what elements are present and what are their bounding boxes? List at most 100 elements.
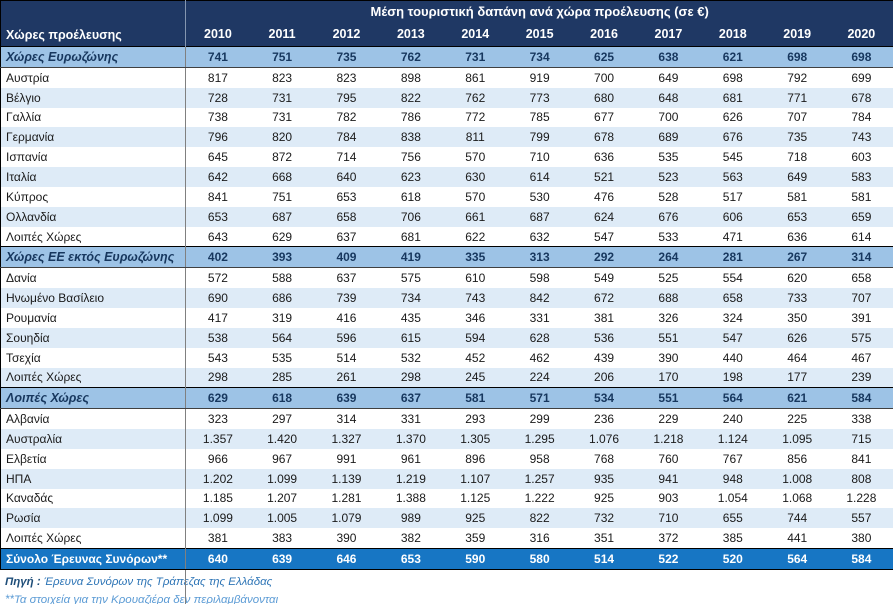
cell-value[interactable]: 462	[507, 347, 572, 368]
cell-value[interactable]: 1.202	[185, 468, 250, 489]
cell-value[interactable]: 731	[249, 107, 315, 128]
cell-value[interactable]: 856	[765, 448, 830, 469]
cell-value[interactable]: 416	[314, 307, 379, 328]
cell-value[interactable]: 522	[636, 548, 701, 570]
cell-value[interactable]: 714	[314, 147, 379, 168]
cell-value[interactable]: 623	[378, 167, 444, 187]
cell-value[interactable]: 538	[185, 327, 250, 348]
cell-value[interactable]: 630	[443, 167, 508, 187]
cell-value[interactable]: 603	[829, 147, 893, 168]
year-header[interactable]: 2014	[443, 22, 508, 47]
cell-value[interactable]: 822	[378, 87, 444, 108]
cell-value[interactable]: 177	[765, 367, 830, 388]
cell-value[interactable]: 1.420	[249, 429, 315, 449]
cell-value[interactable]: 649	[636, 67, 701, 88]
row-label[interactable]: Ιταλία	[0, 167, 186, 187]
cell-value[interactable]: 338	[829, 408, 893, 430]
cell-value[interactable]: 795	[314, 87, 379, 108]
cell-value[interactable]: 545	[700, 147, 766, 168]
row-label[interactable]: Ισπανία	[0, 147, 186, 168]
cell-value[interactable]: 1.218	[636, 429, 701, 449]
cell-value[interactable]: 919	[507, 67, 572, 88]
cell-value[interactable]: 668	[249, 167, 315, 187]
cell-value[interactable]: 1.219	[378, 468, 444, 489]
cell-value[interactable]: 760	[636, 448, 701, 469]
cell-value[interactable]: 640	[314, 167, 379, 187]
cell-value[interactable]: 861	[443, 67, 508, 88]
cell-value[interactable]: 1.207	[249, 488, 315, 509]
cell-value[interactable]: 690	[185, 288, 250, 308]
cell-value[interactable]: 281	[700, 246, 766, 269]
row-label[interactable]: Λοιπές Χώρες	[0, 226, 186, 247]
cell-value[interactable]: 1.222	[507, 488, 572, 509]
cell-value[interactable]: 514	[314, 347, 379, 368]
cell-value[interactable]: 606	[700, 206, 766, 227]
cell-value[interactable]: 236	[571, 408, 637, 430]
cell-value[interactable]: 751	[249, 46, 315, 68]
cell-value[interactable]: 728	[185, 87, 250, 108]
row-label[interactable]: Ελβετία	[0, 448, 186, 469]
cell-value[interactable]: 625	[571, 46, 637, 68]
cell-value[interactable]: 1.305	[443, 429, 508, 449]
cell-value[interactable]: 523	[636, 167, 701, 187]
cell-value[interactable]: 872	[249, 147, 315, 168]
cell-value[interactable]: 817	[185, 67, 250, 88]
cell-value[interactable]: 297	[249, 408, 315, 430]
cell-value[interactable]: 331	[507, 307, 572, 328]
cell-value[interactable]: 687	[507, 206, 572, 227]
cell-value[interactable]: 240	[700, 408, 766, 430]
cell-value[interactable]: 677	[571, 107, 637, 128]
cell-value[interactable]: 350	[765, 307, 830, 328]
cell-value[interactable]: 698	[700, 67, 766, 88]
cell-value[interactable]: 653	[765, 206, 830, 227]
cell-value[interactable]: 346	[443, 307, 508, 328]
cell-value[interactable]: 792	[765, 67, 830, 88]
cell-value[interactable]: 594	[443, 327, 508, 348]
cell-value[interactable]: 699	[829, 67, 893, 88]
cell-value[interactable]: 533	[636, 226, 701, 247]
cell-value[interactable]: 323	[185, 408, 250, 430]
cell-value[interactable]: 564	[249, 327, 315, 348]
cell-value[interactable]: 1.076	[571, 429, 637, 449]
row-label[interactable]: Ολλανδία	[0, 206, 186, 227]
row-label[interactable]: Σουηδία	[0, 327, 186, 348]
cell-value[interactable]: 822	[507, 508, 572, 529]
cell-value[interactable]: 731	[249, 87, 315, 108]
cell-value[interactable]: 614	[829, 226, 893, 247]
cell-value[interactable]: 380	[829, 528, 893, 549]
cell-value[interactable]: 535	[636, 147, 701, 168]
cell-value[interactable]: 621	[700, 46, 766, 68]
cell-value[interactable]: 626	[700, 107, 766, 128]
cell-value[interactable]: 707	[765, 107, 830, 128]
cell-value[interactable]: 298	[378, 367, 444, 388]
table-title[interactable]: Μέση τουριστική δαπάνη ανά χώρα προέλευσ…	[185, 0, 893, 22]
cell-value[interactable]: 659	[829, 206, 893, 227]
cell-value[interactable]: 772	[443, 107, 508, 128]
cell-value[interactable]: 700	[571, 67, 637, 88]
cell-value[interactable]: 571	[507, 387, 572, 410]
cell-value[interactable]: 575	[829, 327, 893, 348]
cell-value[interactable]: 1.388	[378, 488, 444, 509]
cell-value[interactable]: 239	[829, 367, 893, 388]
cell-value[interactable]: 528	[636, 186, 701, 207]
cell-value[interactable]: 229	[636, 408, 701, 430]
cell-value[interactable]: 1.099	[249, 468, 315, 489]
cell-value[interactable]: 649	[765, 167, 830, 187]
cell-value[interactable]: 441	[765, 528, 830, 549]
cell-value[interactable]: 903	[636, 488, 701, 509]
cell-value[interactable]: 686	[249, 288, 315, 308]
cell-value[interactable]: 636	[765, 226, 830, 247]
cell-value[interactable]: 642	[185, 167, 250, 187]
cell-value[interactable]: 991	[314, 448, 379, 469]
cell-value[interactable]: 735	[314, 46, 379, 68]
cell-value[interactable]: 622	[443, 226, 508, 247]
row-label[interactable]: Καναδάς	[0, 488, 186, 509]
cell-value[interactable]: 1.228	[829, 488, 893, 509]
cell-value[interactable]: 564	[765, 548, 830, 570]
cell-value[interactable]: 715	[829, 429, 893, 449]
cell-value[interactable]: 532	[378, 347, 444, 368]
row-label[interactable]: Ρωσία	[0, 508, 186, 529]
cell-value[interactable]: 621	[765, 387, 830, 410]
cell-value[interactable]: 784	[829, 107, 893, 128]
cell-value[interactable]: 688	[636, 288, 701, 308]
